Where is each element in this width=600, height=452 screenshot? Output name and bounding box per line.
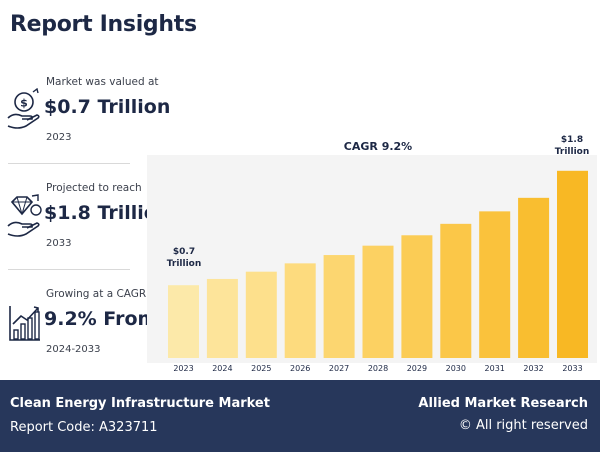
stat-market-value: $ Market was valued at $0.7 Trillion 202… <box>0 76 170 176</box>
x-tick-label: 2024 <box>212 364 232 373</box>
bar-2028 <box>362 245 394 358</box>
x-tick-label: 2026 <box>290 364 310 373</box>
stat-projected-value: Projected to reach $1.8 Trillion 2033 <box>0 182 170 282</box>
diamond-hand-icon <box>7 194 42 237</box>
bar-2033 <box>557 170 588 358</box>
x-tick-label: 2030 <box>446 364 466 373</box>
growth-chart-icon <box>9 306 40 341</box>
x-tick-label: 2025 <box>251 364 271 373</box>
brand-name: Allied Market Research <box>418 396 588 411</box>
bar-2024 <box>206 278 238 358</box>
bar-2029 <box>401 235 433 358</box>
x-tick-label: 2032 <box>523 364 543 373</box>
report-code: Report Code: A323711 <box>10 420 158 435</box>
market-name: Clean Energy Infrastructure Market <box>10 396 270 411</box>
first-bar-unit-label: Trillion <box>167 259 202 269</box>
x-tick-label: 2028 <box>368 364 388 373</box>
last-bar-unit-label: Trillion <box>555 147 590 157</box>
stat-caption: Market was valued at <box>46 76 159 88</box>
stat-caption: Projected to reach <box>46 182 142 194</box>
bar-2026 <box>284 263 316 358</box>
x-tick-label: 2023 <box>173 364 193 373</box>
bar-2023 <box>168 285 199 358</box>
stat-value: 9.2% From <box>44 308 158 330</box>
footer-bar: Clean Energy Infrastructure Market Repor… <box>0 380 600 452</box>
stat-value: $1.8 Trillion <box>44 202 171 224</box>
bar-2025 <box>245 271 277 358</box>
bar-2032 <box>518 197 550 358</box>
divider <box>8 163 130 164</box>
bar-2030 <box>440 223 472 358</box>
bar-2031 <box>479 211 511 358</box>
page-title: Report Insights <box>10 12 197 37</box>
last-bar-value-label: $1.8 <box>561 135 583 145</box>
stat-year: 2033 <box>46 238 72 249</box>
stat-value: $0.7 Trillion <box>44 96 171 118</box>
stat-year: 2024-2033 <box>46 344 101 355</box>
money-hand-icon: $ <box>7 88 40 129</box>
x-tick-label: 2027 <box>329 364 349 373</box>
x-tick-label: 2033 <box>562 364 582 373</box>
first-bar-value-label: $0.7 <box>173 247 195 257</box>
stat-caption: Growing at a CAGR <box>46 288 147 300</box>
cagr-annotation: CAGR 9.2% <box>344 140 412 153</box>
x-tick-label: 2029 <box>407 364 427 373</box>
stat-year: 2023 <box>46 132 72 143</box>
bar-2027 <box>323 255 355 358</box>
copyright-text: © All right reserved <box>458 418 588 433</box>
chart-area: 2023 2024 2025 2026 2027 2028 2029 2030 2031 2032… <box>147 135 597 373</box>
bar-chart: 2023 2024 2025 2026 2027 2028 2029 2030 2031 2032… <box>167 135 590 373</box>
stat-cagr: Growing at a CAGR 9.2% From 2024-2033 <box>0 288 157 388</box>
svg-text:$: $ <box>20 97 28 110</box>
x-tick-label: 2031 <box>485 364 505 373</box>
divider <box>8 269 130 270</box>
